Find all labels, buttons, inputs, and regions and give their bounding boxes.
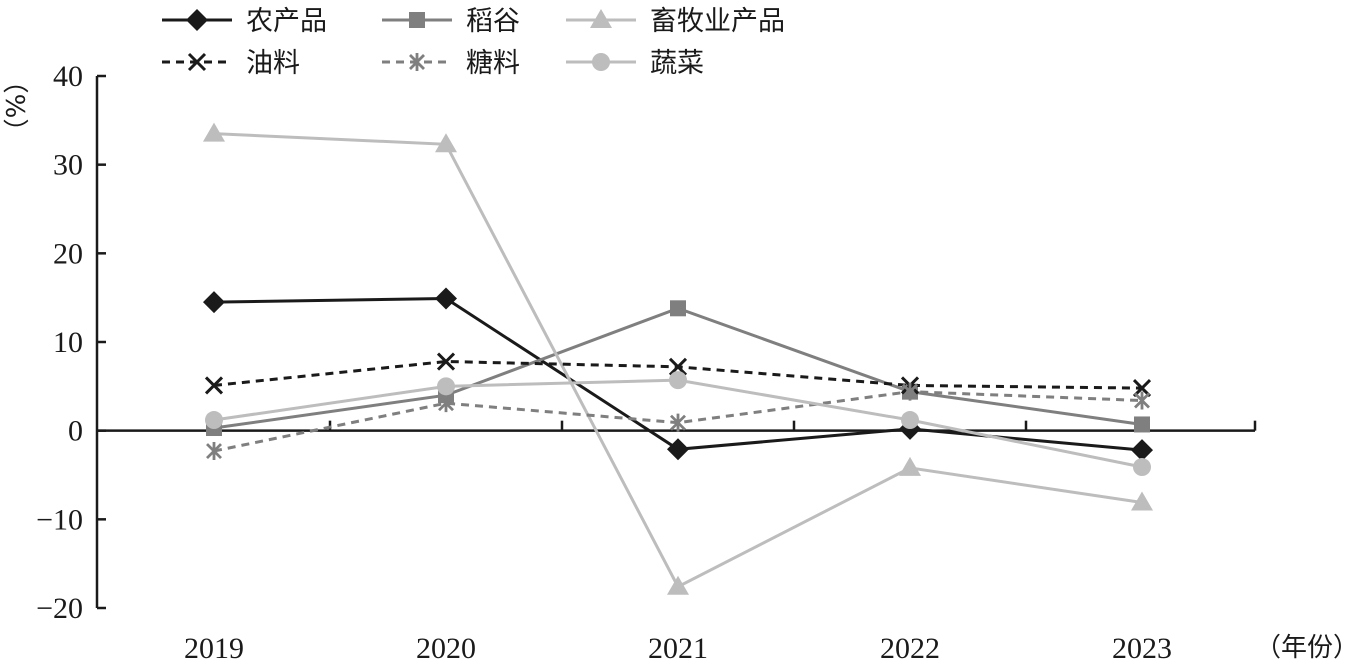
x-tick-label: 2022 [880,632,940,664]
y-tick-label: 20 [53,237,83,270]
legend-marker [590,9,612,28]
legend-entry: 畜牧业产品 [566,6,785,37]
series-5 [206,382,1150,461]
legend-marker [409,53,425,71]
x-tick-label: 2021 [648,632,708,664]
y-tick-label: 30 [53,149,83,182]
data-point [437,377,455,396]
data-point [902,382,918,401]
legend-marker [186,9,208,31]
data-point [436,352,456,371]
axes: 40 30 20 10 0 −10 −20 2019 2020 2021 2022 2023 [36,60,1257,664]
data-point [899,456,921,476]
data-point [668,357,688,376]
y-tick-label: −10 [36,503,83,536]
series-3 [203,122,1153,595]
legend-marker [187,52,207,72]
y-tick-label: −20 [36,592,83,625]
legend-entry: 糖料 [382,48,520,79]
legend-entry: 蔬菜 [566,48,704,79]
data-point [1131,439,1153,462]
data-point [205,411,223,430]
legend-entry: 稻谷 [382,6,520,37]
legend-marker [592,53,610,71]
x-ticks: 2019 2020 2021 2022 2023 [184,420,1257,664]
x-tick-label: 2020 [416,632,476,664]
data-point [669,371,687,390]
y-tick-label: 10 [53,326,83,359]
series-6 [205,371,1151,477]
data-point [1134,391,1150,410]
x-tick-label: 2023 [1112,632,1172,664]
x-axis-label: （年份） [1255,633,1359,663]
data-point [670,413,686,432]
y-axis-label: （%） [0,68,29,145]
y-tick-label: 40 [53,60,83,93]
data-point [203,291,225,314]
legend-label: 稻谷 [466,6,520,37]
legend-label: 油料 [246,48,300,79]
legend-entry: 油料 [162,48,300,79]
data-point [204,376,224,395]
data-point [1134,416,1150,433]
data-point [203,122,225,142]
data-point [670,300,686,317]
legend-entry: 农产品 [162,6,327,37]
series-line [213,132,1143,589]
data-point [435,287,457,310]
y-tick-label: 0 [68,415,83,448]
legend-label: 蔬菜 [650,48,704,79]
data-point [901,411,919,430]
legend-label: 糖料 [466,48,520,79]
series-layer [203,122,1153,595]
legend-label: 畜牧业产品 [650,6,785,37]
data-point [667,438,689,461]
data-point [1133,458,1151,477]
data-point [435,133,457,153]
legend-marker [409,12,425,28]
data-point [667,575,689,595]
data-point [206,442,222,461]
data-point [438,394,454,413]
legend-label: 农产品 [246,6,327,37]
x-tick-label: 2019 [184,632,244,664]
y-ticks: 40 30 20 10 0 −10 −20 [36,60,106,625]
data-point [1131,491,1153,511]
